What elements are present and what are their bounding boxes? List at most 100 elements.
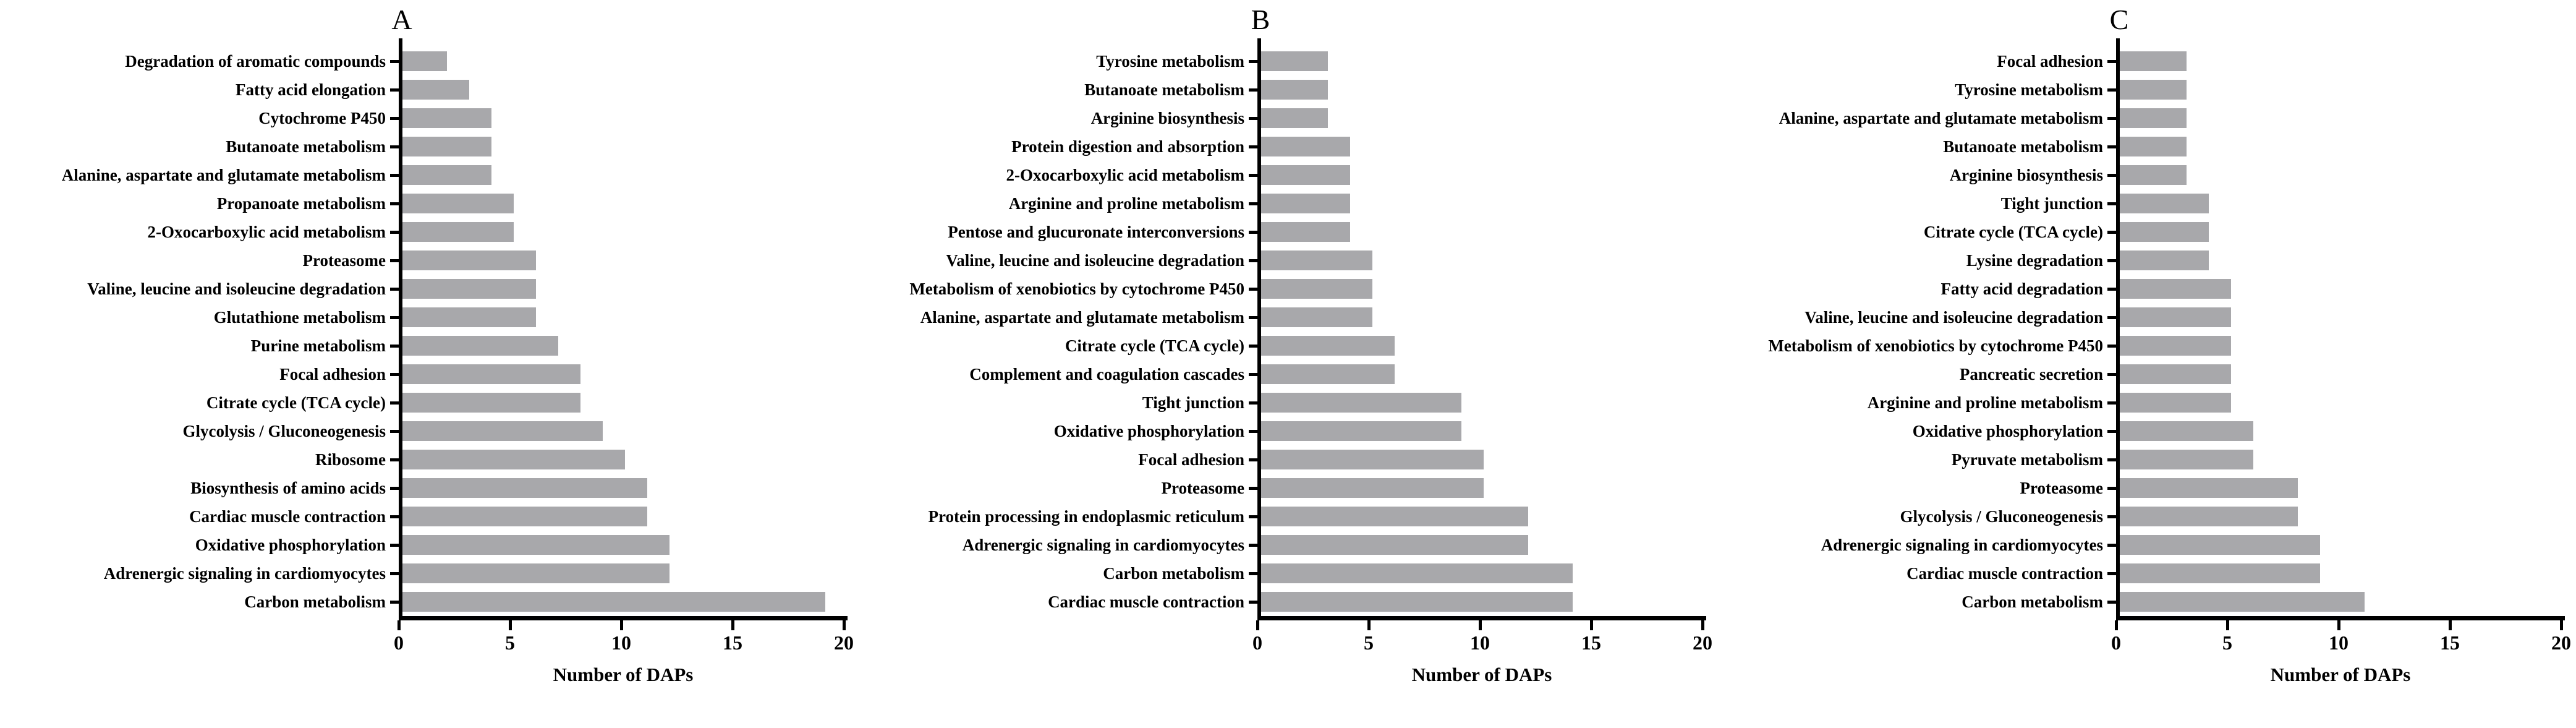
bar bbox=[2120, 222, 2209, 242]
bar-row bbox=[402, 303, 848, 332]
bar-row bbox=[2120, 161, 2565, 189]
category-row: Butanoate metabolism bbox=[1717, 132, 2116, 161]
x-tick-label: 5 bbox=[1363, 632, 1374, 654]
y-tick-mark bbox=[1249, 429, 1257, 433]
bar-row bbox=[402, 559, 848, 588]
y-tick-mark bbox=[1249, 230, 1257, 234]
y-tick-mark bbox=[2107, 202, 2116, 205]
category-row: Alanine, aspartate and glutamate metabol… bbox=[1717, 104, 2116, 132]
y-axis-label: Cardiac muscle contraction bbox=[1048, 592, 1244, 611]
bar-row bbox=[2120, 303, 2565, 332]
y-tick-mark bbox=[2107, 429, 2116, 433]
category-row: Alanine, aspartate and glutamate metabol… bbox=[0, 161, 399, 189]
bar bbox=[402, 279, 536, 299]
bar bbox=[2120, 393, 2231, 413]
y-axis-label: Tight junction bbox=[2000, 194, 2103, 213]
category-row: 2-Oxocarboxylic acid metabolism bbox=[859, 161, 1257, 189]
bar-row bbox=[402, 161, 848, 189]
x-tick-mark bbox=[731, 620, 734, 630]
y-tick-mark bbox=[2107, 486, 2116, 490]
y-axis-label: Butanoate metabolism bbox=[1943, 137, 2103, 156]
y-axis-label: Valine, leucine and isoleucine degradati… bbox=[87, 279, 386, 298]
bar bbox=[1261, 507, 1528, 526]
y-tick-mark bbox=[390, 173, 399, 177]
x-axis-title: Number of DAPs bbox=[2270, 664, 2411, 685]
bar bbox=[1261, 137, 1350, 156]
category-row: Tight junction bbox=[1717, 189, 2116, 218]
bar-row bbox=[1261, 275, 1706, 303]
bar-row bbox=[2120, 531, 2565, 559]
bar-row bbox=[402, 531, 848, 559]
y-axis-labels: Focal adhesion Tyrosine metabolism Alanine… bbox=[1717, 38, 2116, 686]
bar-row bbox=[1261, 588, 1706, 616]
category-row: Valine, leucine and isoleucine degradati… bbox=[0, 275, 399, 303]
bar bbox=[1261, 421, 1461, 441]
y-tick-mark bbox=[2107, 287, 2116, 291]
bar bbox=[2120, 478, 2298, 498]
bar-row bbox=[402, 275, 848, 303]
category-row: Glycolysis / Gluconeogenesis bbox=[1717, 502, 2116, 531]
bar bbox=[1261, 393, 1461, 413]
y-tick-mark bbox=[1249, 401, 1257, 405]
bar bbox=[402, 336, 558, 356]
bar bbox=[2120, 535, 2320, 555]
y-axis-label: Tight junction bbox=[1142, 393, 1244, 412]
bar bbox=[402, 80, 469, 100]
category-row: Oxidative phosphorylation bbox=[859, 417, 1257, 445]
y-axis-label: Citrate cycle (TCA cycle) bbox=[1065, 336, 1244, 355]
y-axis-label: Proteasome bbox=[302, 251, 386, 270]
bar bbox=[2120, 108, 2187, 128]
plot-wrap: 0 5 10 15 20 Number of DAPs bbox=[2111, 38, 2571, 686]
y-axis-label: Metabolism of xenobiotics by cytochrome … bbox=[1768, 336, 2103, 355]
y-tick-mark bbox=[1249, 515, 1257, 518]
chart-area: Degradation of aromatic compounds Fatty a… bbox=[0, 38, 859, 686]
y-tick-mark bbox=[390, 287, 399, 291]
y-axis-label: Alanine, aspartate and glutamate metabol… bbox=[920, 307, 1244, 327]
bar-row bbox=[402, 218, 848, 246]
bar-row bbox=[402, 104, 848, 132]
panel-letter: B bbox=[1251, 4, 1270, 35]
category-row: Fatty acid elongation bbox=[0, 75, 399, 104]
y-axis-label: Cytochrome P450 bbox=[258, 108, 386, 127]
y-tick-mark bbox=[2107, 59, 2116, 63]
bar bbox=[2120, 137, 2187, 156]
bar bbox=[402, 108, 491, 128]
bar-row bbox=[2120, 75, 2565, 104]
category-row: Focal adhesion bbox=[1717, 47, 2116, 75]
plot-wrap: 0 5 10 15 20 Number of DAPs bbox=[1252, 38, 1712, 686]
category-row: Fatty acid degradation bbox=[1717, 275, 2116, 303]
bar-row bbox=[1261, 388, 1706, 417]
category-row: Adrenergic signaling in cardiomyocytes bbox=[859, 531, 1257, 559]
bar-row bbox=[1261, 132, 1706, 161]
x-tick-label: 20 bbox=[833, 632, 854, 654]
bar-row bbox=[2120, 47, 2565, 75]
y-axis-label: Protein processing in endoplasmic reticu… bbox=[928, 507, 1244, 526]
bar-row bbox=[2120, 559, 2565, 588]
category-row: Complement and coagulation cascades bbox=[859, 360, 1257, 388]
panel-b: B Tyrosine metabolism Butanoate metabolism… bbox=[859, 4, 1717, 728]
y-axis-label: Degradation of aromatic compounds bbox=[125, 51, 386, 71]
category-row: Pancreatic secretion bbox=[1717, 360, 2116, 388]
y-axis-label: Carbon metabolism bbox=[1962, 592, 2103, 611]
y-axis-label: Cardiac muscle contraction bbox=[189, 507, 386, 526]
y-axis-label: Complement and coagulation cascades bbox=[969, 364, 1244, 383]
bar-row bbox=[402, 588, 848, 616]
bar bbox=[2120, 80, 2187, 100]
category-row: Proteasome bbox=[1717, 474, 2116, 502]
bar-row bbox=[2120, 218, 2565, 246]
panel-letter: C bbox=[2109, 4, 2129, 35]
y-axis-label: Biosynthesis of amino acids bbox=[190, 478, 386, 497]
bar-row bbox=[1261, 303, 1706, 332]
y-axis-label: Valine, leucine and isoleucine degradati… bbox=[1804, 307, 2103, 327]
category-row: Arginine biosynthesis bbox=[1717, 161, 2116, 189]
category-row: Adrenergic signaling in cardiomyocytes bbox=[1717, 531, 2116, 559]
bar-row bbox=[2120, 445, 2565, 474]
bar bbox=[1261, 222, 1350, 242]
bar bbox=[1261, 336, 1395, 356]
y-tick-mark bbox=[390, 145, 399, 148]
y-axis-label: Alanine, aspartate and glutamate metabol… bbox=[1779, 108, 2103, 127]
x-tick-mark bbox=[1589, 620, 1593, 630]
y-tick-mark bbox=[2107, 88, 2116, 92]
y-axis-label: Glutathione metabolism bbox=[213, 307, 386, 327]
bar-row bbox=[1261, 104, 1706, 132]
